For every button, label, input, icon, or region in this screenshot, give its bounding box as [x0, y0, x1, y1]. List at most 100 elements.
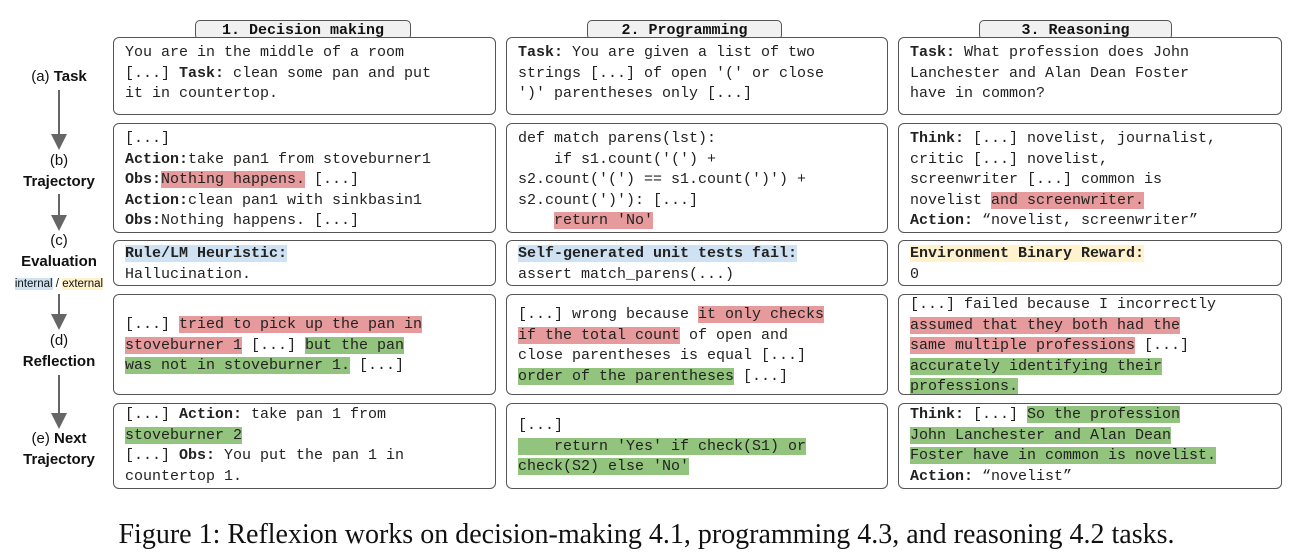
text-span: What profession does John [955, 44, 1190, 61]
text-line: Rule/LM Heuristic: [125, 244, 486, 265]
insight-highlight: was not in stoveburner 1. [125, 357, 351, 374]
text-line: Hallucination. [125, 265, 252, 283]
text-span: [...] [1135, 337, 1190, 354]
insight-highlight: Foster have in common is novelist. [910, 447, 1217, 464]
reasoning-reflection-box: [...] failed because I incorrectly assume… [898, 294, 1282, 395]
text-span: You put the pan 1 in [215, 447, 405, 464]
row-label-next-name2: Trajectory [23, 451, 95, 468]
text-line: Task: You are given a list of two [518, 43, 878, 64]
row-label-task-prefix: (a) [31, 68, 54, 85]
text-line: Obs:Nothing happens. [...] [125, 170, 486, 191]
text-line: it in countertop. [125, 85, 279, 102]
obs-keyword: Obs: [125, 171, 162, 188]
text-span: [...] [125, 406, 180, 423]
text-line: if the total count of open and [518, 326, 878, 347]
programming-next-trajectory-box: [...] return 'Yes' if check(S1) or check(… [506, 403, 888, 489]
error-highlight: return 'No' [554, 212, 654, 229]
text-span: [...] [350, 357, 405, 374]
text-line: professions. [910, 377, 1272, 395]
text-line: [...] wrong because it only checks [518, 305, 878, 326]
text-span: [...] [125, 447, 180, 464]
row-label-next-name1: Next [53, 430, 87, 447]
text-line: Foster have in common is novelist. [910, 446, 1272, 467]
text-line: 0 [910, 265, 920, 283]
row-label-evaluation-sub: internal / external [14, 277, 104, 291]
insight-highlight: So the profession [1027, 406, 1181, 423]
text-line: Action:take pan1 from stoveburner1 [125, 150, 486, 171]
text-line: strings [...] of open '(' or close [518, 64, 825, 82]
text-line: [...] failed because I incorrectly [910, 296, 1217, 313]
text-line: You are in the middle of a room [125, 44, 405, 61]
code-line: s2.count('(') == s1.count(')') + [518, 171, 807, 188]
internal-eval-label: Self-generated unit tests fail: [518, 245, 798, 262]
text-line: Self-generated unit tests fail: [518, 244, 878, 265]
task-keyword: Task: [518, 44, 564, 61]
text-line: [...] tried to pick up the pan in [125, 315, 486, 336]
text-line: Lanchester and Alan Dean Foster [910, 64, 1190, 82]
text-line: Action:clean pan1 with sinkbasin1 [125, 191, 486, 212]
row-label-task: (a) Task [0, 66, 118, 87]
insight-highlight: order of the parentheses [518, 367, 735, 385]
text-line: was not in stoveburner 1. [...] [125, 356, 486, 377]
text-line: stoveburner 2 [125, 426, 486, 447]
error-highlight: assumed that they both had the [910, 316, 1181, 334]
text-line: Action: “novelist” [910, 467, 1272, 488]
row-label-trajectory-prefix: (b) [49, 152, 69, 169]
reasoning-trajectory-box: Think: [...] novelist, journalist, critic… [898, 123, 1282, 233]
text-span: “novelist” [973, 467, 1073, 485]
reasoning-task-box: Task: What profession does John Lancheste… [898, 37, 1282, 115]
separator-label: / [52, 278, 63, 290]
text-span: “novelist, screenwriter” [973, 212, 1199, 229]
row-label-reflection-name: Reflection [22, 353, 96, 370]
figure-caption: Figure 1: Reflexion works on decision-ma… [118, 519, 1175, 550]
text-line: critic [...] novelist, [910, 150, 1109, 168]
row-label-next-trajectory: (e) Next Trajectory [0, 428, 118, 470]
insight-highlight: check(S2) else 'No' [518, 458, 690, 475]
code-line: [...] [518, 417, 564, 434]
text-span: [...] wrong because [518, 306, 699, 323]
insight-highlight: stoveburner 2 [125, 426, 243, 444]
insight-highlight: professions. [910, 378, 1019, 395]
row-label-evaluation-prefix: (c) [50, 232, 68, 249]
text-line: Task: What profession does John [910, 43, 1272, 64]
text-span: You are given a list of two [563, 44, 816, 61]
text-line: John Lanchester and Alan Dean [910, 426, 1272, 447]
code-line: def match parens(lst): [518, 130, 717, 147]
row-label-evaluation: (c) Evaluation internal / external [0, 230, 118, 293]
text-span: take pan1 from stoveburner1 [188, 150, 432, 168]
code-indent [518, 212, 554, 229]
text-line: same multiple professions [...] [910, 336, 1272, 357]
task-keyword: Task: [910, 44, 956, 61]
reasoning-next-trajectory-box: Think: [...] So the profession John Lanch… [898, 403, 1282, 489]
text-span: [...] [964, 406, 1028, 423]
text-span: clean some pan and put [224, 64, 432, 82]
row-label-task-name: Task [53, 68, 87, 85]
column-header-decision-making: 1. Decision making [195, 20, 411, 40]
text-span: [...] [125, 316, 180, 333]
row-label-reflection-prefix: (d) [49, 332, 69, 349]
action-keyword: Action: [179, 406, 243, 423]
decision-next-trajectory-box: [...] Action: take pan 1 from stoveburner… [113, 403, 496, 489]
programming-evaluation-box: Self-generated unit tests fail: assert ma… [506, 240, 888, 286]
text-span: [...] [125, 64, 180, 82]
code-line: return 'No' [518, 211, 878, 232]
code-line: s2.count(')'): [...] [518, 191, 699, 209]
text-line: order of the parentheses [...] [518, 367, 878, 388]
decision-reflection-box: [...] tried to pick up the pan in stovebu… [113, 294, 496, 395]
row-label-next-prefix: (e) [31, 430, 54, 447]
text-line: Action: “novelist, screenwriter” [910, 211, 1272, 232]
text-line: accurately identifying their [910, 357, 1272, 378]
insight-highlight: but the pan [305, 336, 405, 354]
internal-eval-label: Rule/LM Heuristic: [125, 245, 288, 262]
decision-trajectory-box: [...] Action:take pan1 from stoveburner1 O… [113, 123, 496, 233]
column-header-reasoning: 3. Reasoning [979, 20, 1172, 40]
think-keyword: Think: [910, 406, 965, 423]
insight-highlight: return 'Yes' if check(S1) or [554, 437, 807, 455]
text-span: [...] [305, 171, 360, 188]
external-eval-label: Environment Binary Reward: [910, 245, 1145, 262]
code-line: if s1.count('(') + [518, 150, 717, 168]
text-line: have in common? [910, 85, 1046, 102]
obs-keyword: Obs: [125, 212, 162, 229]
insight-highlight: accurately identifying their [910, 357, 1163, 375]
text-line: Environment Binary Reward: [910, 244, 1272, 265]
